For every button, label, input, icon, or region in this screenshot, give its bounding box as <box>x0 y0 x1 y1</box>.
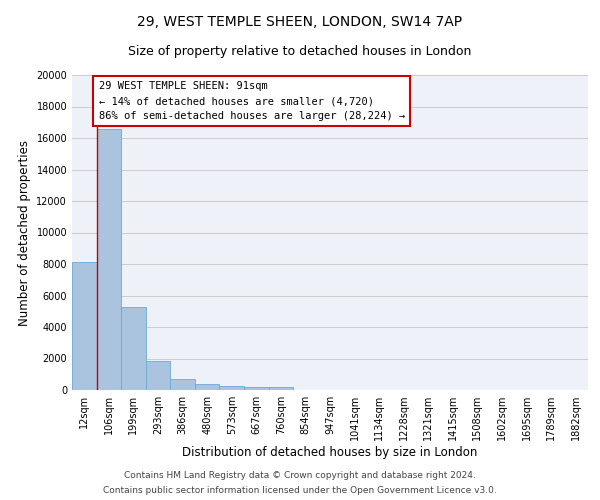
Bar <box>170 379 195 390</box>
Bar <box>269 388 293 390</box>
Bar <box>244 387 269 390</box>
Bar <box>195 384 220 390</box>
Y-axis label: Number of detached properties: Number of detached properties <box>18 140 31 326</box>
Text: 29, WEST TEMPLE SHEEN, LONDON, SW14 7AP: 29, WEST TEMPLE SHEEN, LONDON, SW14 7AP <box>137 15 463 29</box>
Bar <box>97 128 121 390</box>
Text: Contains HM Land Registry data © Crown copyright and database right 2024.: Contains HM Land Registry data © Crown c… <box>124 471 476 480</box>
Text: Contains public sector information licensed under the Open Government Licence v3: Contains public sector information licen… <box>103 486 497 495</box>
Text: Size of property relative to detached houses in London: Size of property relative to detached ho… <box>128 45 472 58</box>
X-axis label: Distribution of detached houses by size in London: Distribution of detached houses by size … <box>182 446 478 459</box>
Text: 29 WEST TEMPLE SHEEN: 91sqm
← 14% of detached houses are smaller (4,720)
86% of : 29 WEST TEMPLE SHEEN: 91sqm ← 14% of det… <box>98 82 405 121</box>
Bar <box>72 262 97 390</box>
Bar <box>220 386 244 390</box>
Bar <box>121 306 146 390</box>
Bar <box>146 361 170 390</box>
